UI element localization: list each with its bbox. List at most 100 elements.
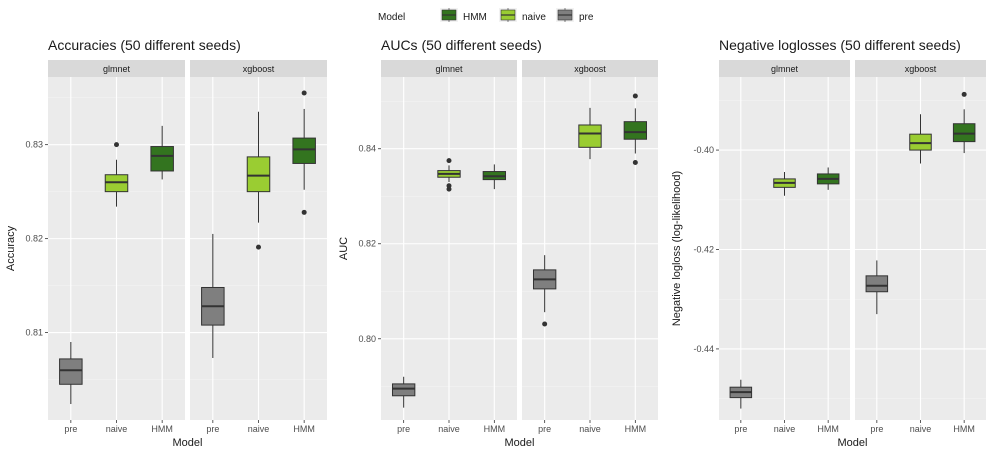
- y-axis-label: Negative logloss (log-likelihood): [671, 171, 683, 326]
- box-body: [150, 146, 174, 172]
- box-body: [246, 156, 271, 193]
- facet-strip-label: xgboost: [243, 64, 275, 74]
- x-tick-label: pre: [870, 424, 883, 434]
- legend-label-pre: pre: [579, 12, 594, 23]
- box-naive: [246, 111, 271, 250]
- legend-title: Model: [378, 12, 405, 23]
- facet-xgboost: xgboost pre naive HMM: [855, 60, 986, 434]
- box-naive: [578, 107, 602, 160]
- outlier-point: [632, 160, 638, 166]
- y-tick-label: -0.44: [693, 344, 714, 354]
- x-tick-label: HMM: [151, 424, 173, 434]
- x-tick-label: naive: [438, 424, 460, 434]
- legend-entry-pre: pre: [556, 8, 594, 23]
- box-body: [391, 383, 416, 397]
- box-naive: [104, 142, 129, 207]
- legend-entry-naive: naive: [499, 8, 546, 23]
- outlier-point: [301, 90, 307, 96]
- x-tick-label: naive: [774, 424, 796, 434]
- y-tick-label: 0.84: [358, 144, 376, 154]
- chart-title: Negative loglosses (50 different seeds): [719, 37, 961, 53]
- facet-strip: [719, 60, 850, 77]
- facet-strip: [855, 60, 986, 77]
- box-naive: [437, 158, 461, 192]
- x-tick-label: naive: [248, 424, 270, 434]
- y-tick-label: 0.83: [25, 140, 43, 150]
- outlier-point: [542, 321, 548, 327]
- y-tick-label: 0.82: [25, 234, 43, 244]
- x-axis-label: Model: [173, 437, 203, 449]
- chart-2: AUCs (50 different seeds) glmnet pre naive H…: [338, 37, 658, 449]
- outlier-point: [446, 183, 452, 189]
- box-pre: [532, 255, 557, 327]
- box-HMM: [150, 125, 174, 180]
- x-tick-label: pre: [397, 424, 410, 434]
- outlier-point: [301, 209, 307, 215]
- facet-strip-label: glmnet: [771, 64, 799, 74]
- facet-strip: [190, 60, 327, 77]
- chart-3: Negative loglosses (50 different seeds) g…: [671, 37, 986, 449]
- box-HMM: [816, 167, 840, 190]
- box-pre: [201, 233, 225, 358]
- chart-1: Accuracies (50 different seeds) glmnet pre…: [5, 37, 327, 449]
- x-tick-label: naive: [579, 424, 601, 434]
- facet-strip-label: glmnet: [435, 64, 463, 74]
- y-tick-label: 0.80: [358, 334, 376, 344]
- outlier-point: [446, 158, 452, 164]
- chart-title: AUCs (50 different seeds): [381, 37, 542, 53]
- facet-strip-label: xgboost: [905, 64, 937, 74]
- outlier-point: [256, 244, 261, 250]
- y-axis-label: Accuracy: [5, 225, 17, 271]
- box-pre: [865, 260, 889, 315]
- x-tick-label: pre: [734, 424, 747, 434]
- box-body: [578, 124, 602, 148]
- legend: Model HMM naive pre: [378, 8, 594, 23]
- box-body: [865, 275, 889, 293]
- facet-glmnet: glmnet pre naive HMM: [719, 60, 850, 434]
- legend-label-hmm: HMM: [463, 12, 487, 23]
- box-HMM: [482, 164, 507, 190]
- y-tick-label: 0.81: [25, 328, 43, 338]
- facet-xgboost: xgboost pre naive HMM: [522, 60, 658, 434]
- facet-glmnet: glmnet pre naive HMM: [48, 60, 185, 434]
- box-pre: [59, 342, 83, 405]
- y-tick-label: -0.40: [693, 145, 714, 155]
- box-pre: [729, 379, 753, 409]
- facet-strip-label: glmnet: [103, 64, 131, 74]
- x-axis-label: Model: [505, 437, 535, 449]
- outlier-point: [114, 142, 119, 148]
- x-tick-label: HMM: [953, 424, 975, 434]
- facet-xgboost: xgboost pre naive HMM: [190, 60, 327, 434]
- box-HMM: [952, 91, 976, 154]
- x-tick-label: naive: [106, 424, 128, 434]
- x-tick-label: pre: [538, 424, 551, 434]
- facet-strip: [381, 60, 517, 77]
- x-tick-label: HMM: [293, 424, 315, 434]
- y-tick-label: 0.82: [358, 239, 376, 249]
- x-tick-label: pre: [206, 424, 219, 434]
- x-tick-label: HMM: [484, 424, 506, 434]
- facet-glmnet: glmnet pre naive HMM: [381, 60, 517, 434]
- x-axis-label: Model: [838, 437, 868, 449]
- facet-strip: [522, 60, 658, 77]
- legend-label-naive: naive: [522, 12, 546, 23]
- facet-strip: [48, 60, 185, 77]
- y-axis-label: AUC: [338, 237, 350, 260]
- x-tick-label: naive: [910, 424, 932, 434]
- box-HMM: [623, 93, 648, 166]
- x-tick-label: HMM: [625, 424, 647, 434]
- x-tick-label: HMM: [817, 424, 839, 434]
- box-pre: [391, 376, 416, 408]
- y-tick-label: -0.42: [693, 244, 714, 254]
- facet-strip-label: xgboost: [574, 64, 606, 74]
- outlier-point: [961, 91, 967, 97]
- outlier-point: [632, 93, 638, 99]
- legend-entry-hmm: HMM: [440, 8, 487, 23]
- box-naive: [773, 171, 796, 196]
- chart-title: Accuracies (50 different seeds): [48, 37, 241, 53]
- box-naive: [909, 114, 932, 164]
- box-body: [292, 137, 316, 164]
- x-tick-label: pre: [64, 424, 77, 434]
- box-body: [623, 121, 648, 140]
